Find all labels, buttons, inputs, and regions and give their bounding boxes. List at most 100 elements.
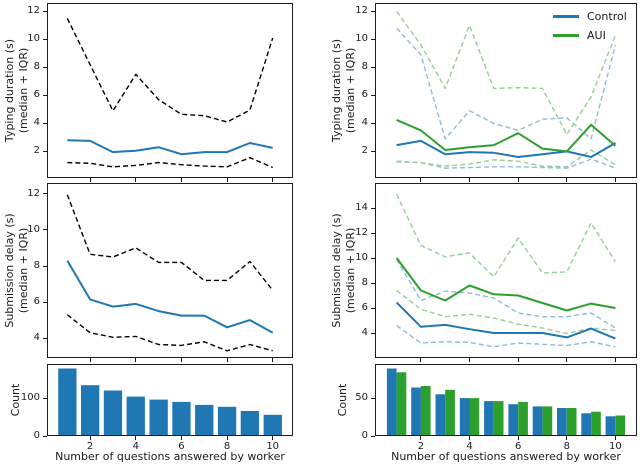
x-tick-label: 10	[609, 441, 622, 452]
x-tick-mark	[135, 436, 137, 440]
bar-count	[149, 399, 168, 435]
x-tick-mark	[517, 358, 519, 362]
y-tick-label: 6	[361, 302, 368, 313]
y-tick-mark	[371, 122, 375, 124]
bar-control-count	[435, 394, 446, 435]
x-axis-label-right: Number of questions answered by worker	[391, 450, 621, 463]
y-tick-label: 2	[361, 145, 368, 157]
submission-delay-control-plot	[47, 183, 293, 358]
y-tick-label: 4	[361, 327, 368, 338]
y-tick-label: 12	[355, 227, 368, 238]
x-tick-mark	[614, 436, 616, 440]
y-tick-mark	[371, 66, 375, 68]
y-tick-label: 10	[27, 33, 40, 45]
x-tick-mark	[180, 358, 182, 362]
bar-count	[263, 414, 282, 435]
submission-delay-comparison-plot	[375, 183, 637, 358]
y-tick-mark	[43, 397, 47, 399]
y-tick-mark	[43, 38, 47, 40]
bar-control-count	[386, 368, 397, 435]
y-tick-label: 12	[27, 5, 40, 17]
y-tick-mark	[371, 332, 375, 334]
x-tick-mark	[226, 178, 228, 182]
y-tick-mark	[371, 282, 375, 284]
x-tick-mark	[420, 436, 422, 440]
legend: Control AUI	[553, 7, 627, 45]
x-tick-label: 2	[417, 441, 425, 452]
line-series-aui-median	[396, 118, 617, 153]
count-control-canvas	[58, 368, 282, 435]
x-tick-label: 4	[466, 441, 473, 452]
bar-aui-count	[493, 401, 504, 435]
count-control-plot	[47, 364, 293, 436]
y-tick-mark	[371, 38, 375, 40]
x-tick-mark	[517, 436, 519, 440]
line-series-control-q3-iqr	[396, 27, 617, 140]
y-tick-label: 100	[20, 392, 40, 404]
x-tick-mark	[566, 358, 568, 362]
y-tick-label: 4	[361, 117, 368, 129]
y-tick-label: 10	[27, 223, 40, 235]
bar-control-count	[581, 413, 591, 435]
x-tick-mark	[180, 436, 182, 440]
x-tick-mark	[614, 358, 616, 362]
bar-control-count	[532, 406, 543, 435]
line-series-aui-q1-iqr	[396, 149, 616, 168]
x-tick-mark	[226, 436, 228, 440]
y-tick-mark	[371, 307, 375, 309]
line-series-control-median	[396, 139, 616, 158]
y-tick-label: 2	[33, 145, 40, 157]
bar-aui-count	[591, 411, 601, 435]
typing-duration-comparison-canvas	[396, 10, 617, 169]
x-tick-label: 6	[178, 441, 185, 452]
bar-control-count	[557, 408, 567, 435]
line-series-control-q1-iqr	[396, 324, 616, 348]
control-line-swatch	[553, 15, 579, 18]
x-tick-mark	[469, 358, 470, 362]
x-tick-label: 8	[563, 441, 570, 452]
y-tick-mark	[371, 94, 375, 96]
x-tick-mark	[135, 358, 137, 362]
line-series-control-q1-iqr	[396, 158, 616, 169]
y-tick-label: 6	[33, 89, 40, 101]
typing-duration-control-plot	[47, 3, 293, 178]
bar-aui-count	[615, 415, 626, 435]
legend-label: Control	[587, 10, 627, 23]
y-tick-label: 8	[361, 61, 368, 73]
y-tick-label: 4	[33, 332, 40, 344]
x-tick-mark	[469, 178, 470, 182]
y-tick-mark	[43, 193, 47, 195]
count-comparison-plot	[375, 364, 637, 436]
x-tick-mark	[614, 178, 616, 182]
y-tick-label: 14	[355, 202, 368, 213]
x-tick-label: 8	[223, 441, 231, 452]
bar-aui-count	[420, 386, 431, 435]
x-tick-mark	[89, 178, 91, 182]
line-series-q1-lower-iqr	[67, 156, 273, 169]
y-tick-label: 10	[355, 33, 368, 45]
bar-count	[172, 401, 191, 435]
y-tick-label: 8	[361, 277, 368, 288]
y-tick-mark	[371, 397, 375, 399]
x-tick-mark	[469, 436, 470, 440]
bar-aui-count	[518, 401, 528, 435]
y-tick-mark	[43, 66, 47, 68]
bar-count	[81, 385, 100, 435]
y-tick-mark	[43, 337, 47, 339]
x-tick-mark	[180, 178, 182, 182]
y-tick-mark	[43, 10, 47, 12]
y-tick-mark	[43, 435, 47, 437]
bar-count	[126, 396, 145, 435]
bar-control-count	[411, 387, 421, 435]
bar-control-count	[508, 404, 519, 435]
bar-count	[58, 368, 77, 435]
bar-count	[217, 406, 237, 435]
line-series-aui-q3-iqr	[396, 10, 617, 136]
y-tick-label: 0	[33, 430, 40, 441]
count-comparison-canvas	[386, 368, 626, 435]
x-tick-label: 4	[132, 441, 139, 452]
line-series-median	[67, 139, 273, 156]
bar-count	[195, 404, 214, 435]
line-series-aui-q1-iqr	[396, 289, 616, 335]
